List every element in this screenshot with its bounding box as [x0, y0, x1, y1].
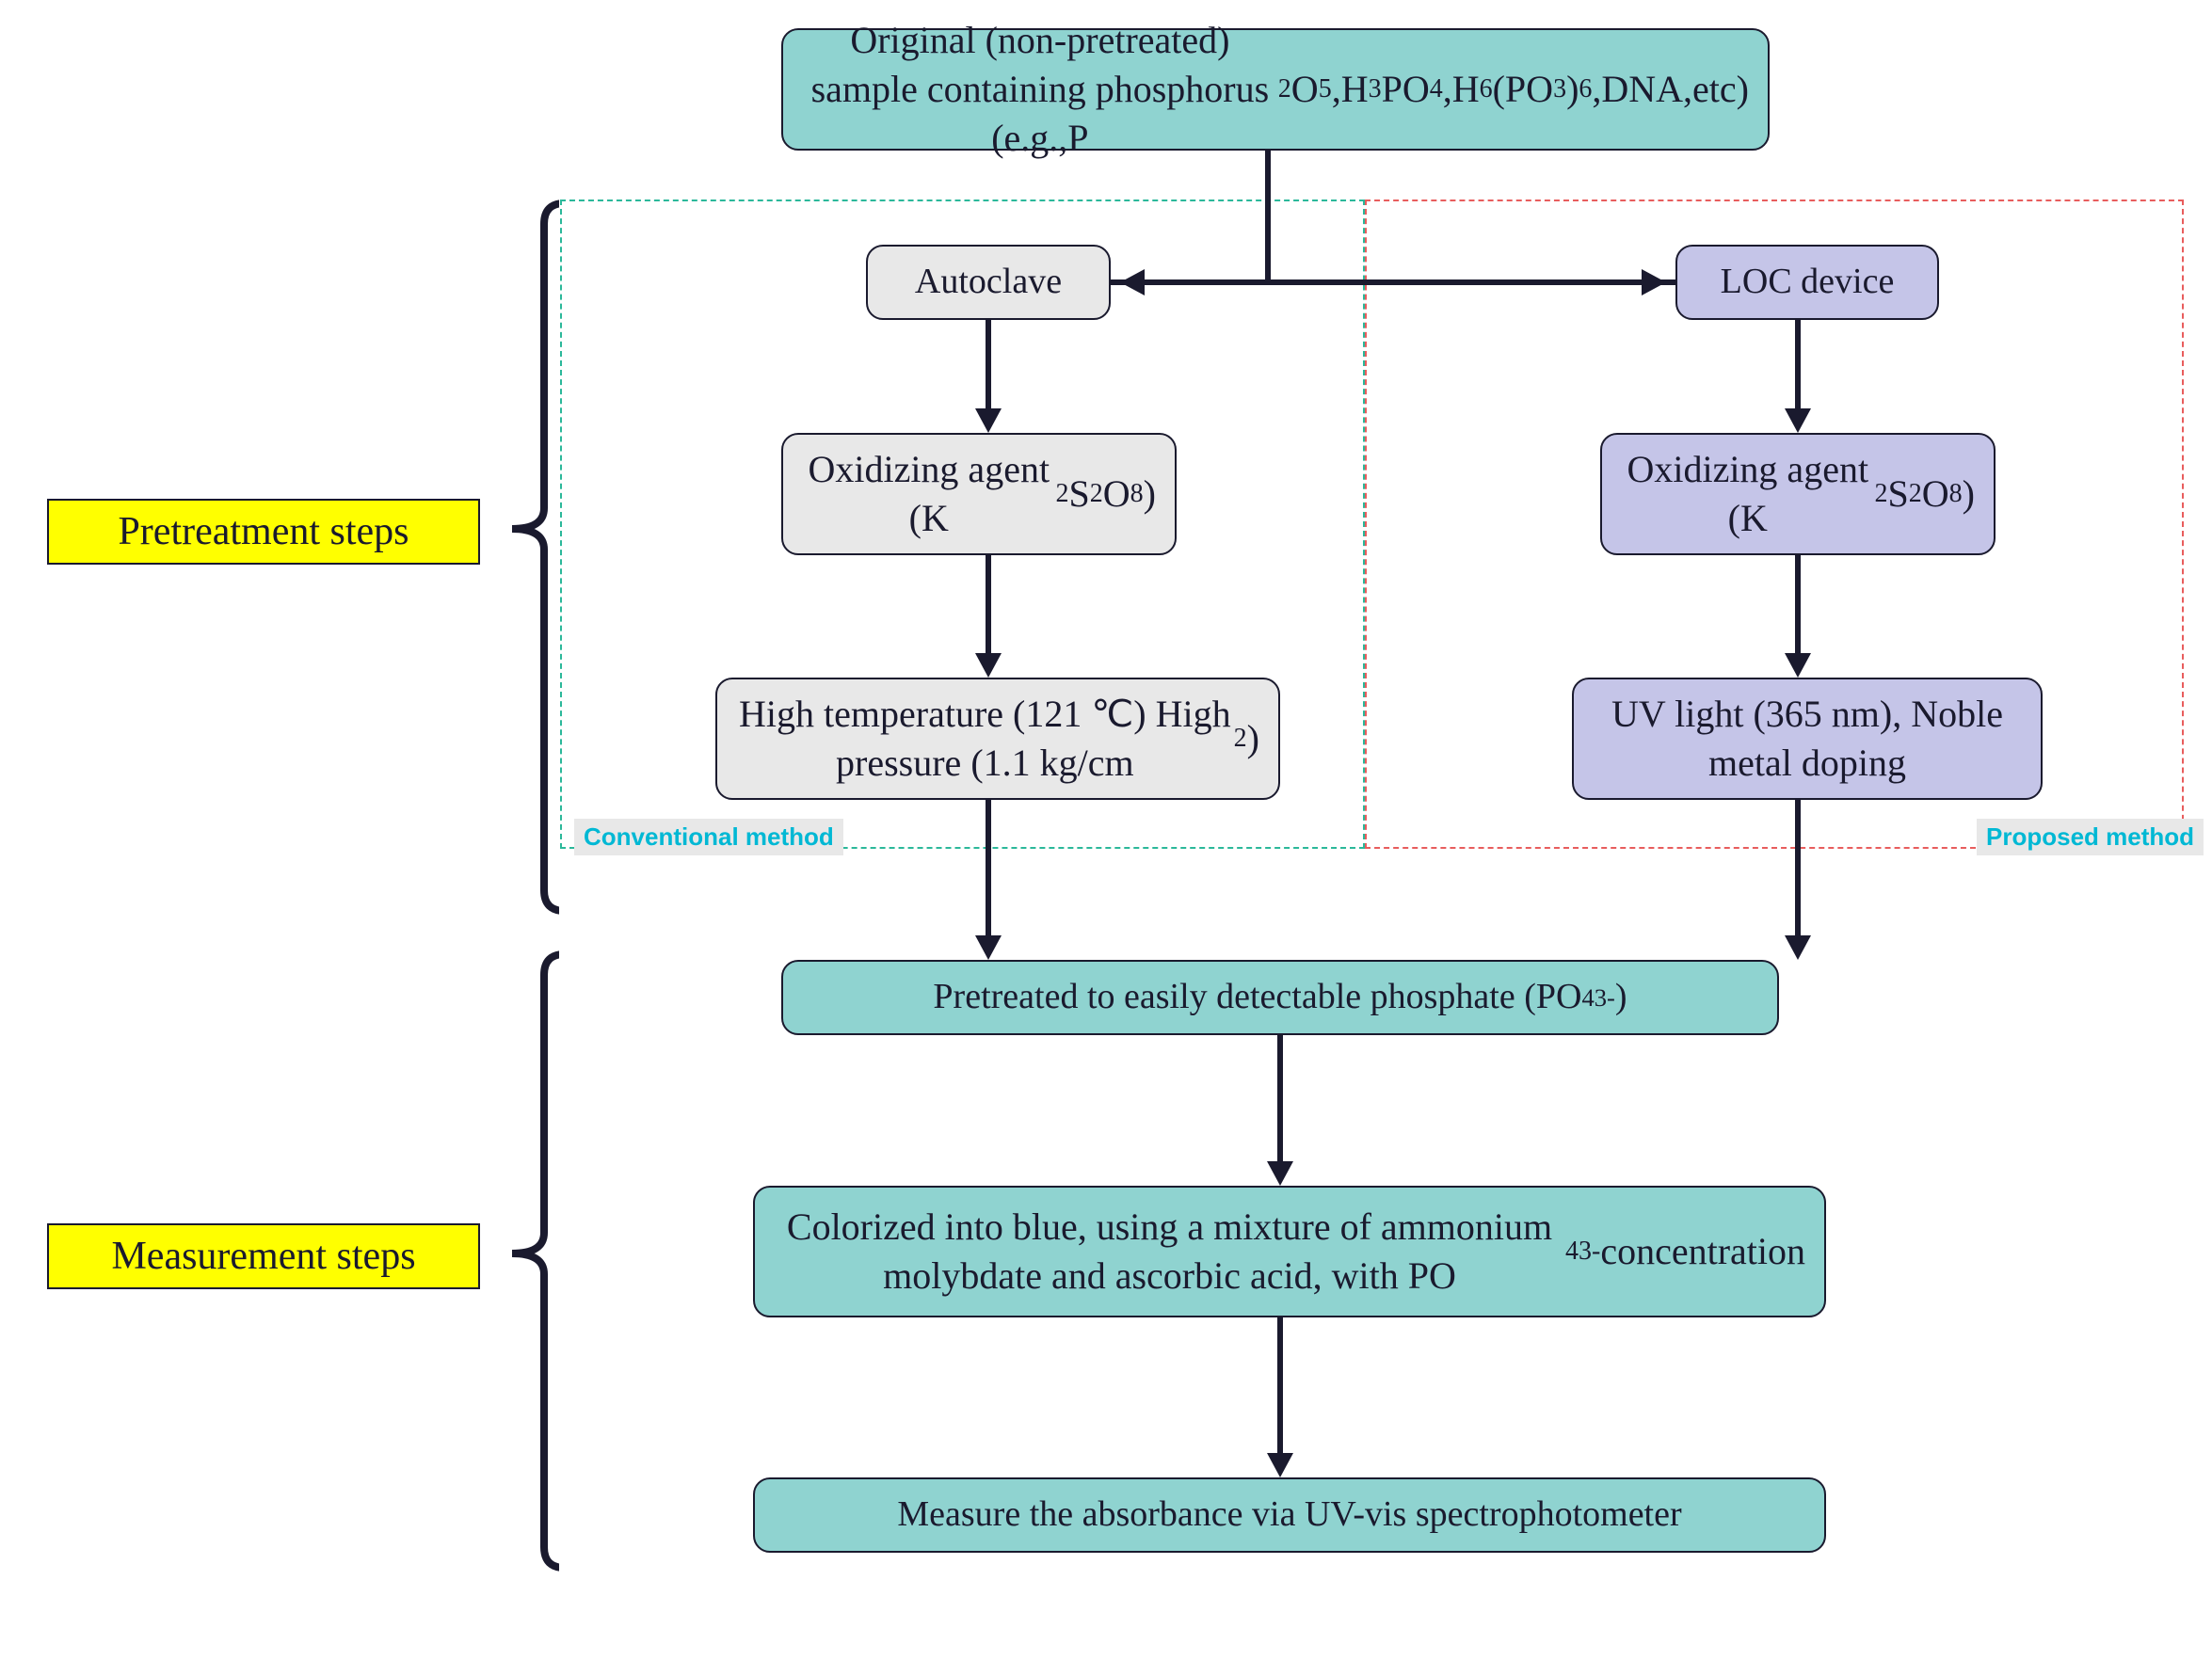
node-high-temp-pressure: High temperature (121 ℃) High pressure (…: [715, 678, 1280, 800]
node-original-sample: Original (non-pretreated) sample contain…: [781, 28, 1770, 151]
conventional-method-label: Conventional method: [574, 819, 843, 855]
node-oxidizing-agent-proposed: Oxidizing agent (K2S2O8): [1600, 433, 1996, 555]
pretreatment-brace: [499, 200, 559, 915]
measurement-brace: [499, 950, 559, 1572]
proposed-method-label: Proposed method: [1977, 819, 2204, 855]
node-uv-light: UV light (365 nm), Noble metal doping: [1572, 678, 2043, 800]
node-measure-absorbance: Measure the absorbance via UV-vis spectr…: [753, 1477, 1826, 1553]
node-autoclave: Autoclave: [866, 245, 1111, 320]
measurement-steps-label: Measurement steps: [47, 1223, 480, 1289]
node-pretreated-phosphate: Pretreated to easily detectable phosphat…: [781, 960, 1779, 1035]
node-oxidizing-agent-conventional: Oxidizing agent (K2S2O8): [781, 433, 1177, 555]
pretreatment-steps-label: Pretreatment steps: [47, 499, 480, 565]
node-loc-device: LOC device: [1675, 245, 1939, 320]
node-colorized: Colorized into blue, using a mixture of …: [753, 1186, 1826, 1317]
